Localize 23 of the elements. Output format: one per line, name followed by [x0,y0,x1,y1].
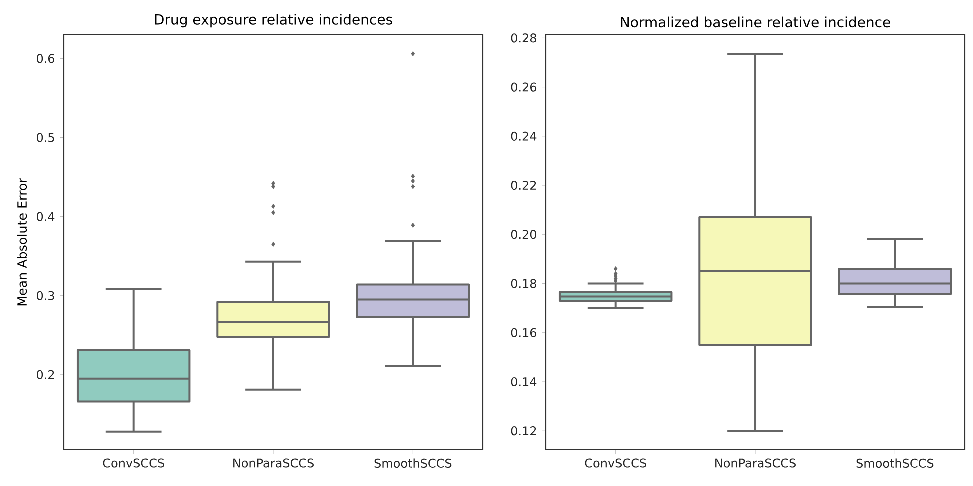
y-tick-label: 0.18 [511,279,536,288]
y-tick-label: 0.12 [511,426,536,436]
y-tick-label: 0.16 [511,328,537,338]
y-tick-label: 0.4 [37,212,55,222]
x-tick-label: SmoothSCCS [856,458,934,468]
y-axis-title: Mean Absolute Error [17,178,28,306]
x-tick-label: NonParaSCCS [234,458,314,468]
y-tick-label: 0.26 [511,82,537,92]
y-tick-label: 0.3 [37,291,54,300]
chart-title: Normalized baseline relative incidence [621,16,890,28]
y-tick-label: 0.20 [511,230,536,240]
x-tick-label: SmoothSCCS [374,458,452,468]
x-tick-label: NonParaSCCS [716,458,796,468]
y-tick-label: 0.28 [511,34,536,43]
x-tick-label: ConvSCCS [103,458,164,468]
y-tick-label: 0.14 [511,377,537,387]
y-tick-label: 0.2 [37,370,54,380]
y-tick-label: 0.24 [511,132,537,141]
chart-title: Drug exposure relative incidences [155,14,392,28]
y-tick-label: 0.6 [37,54,55,64]
y-tick-label: 0.22 [511,180,536,190]
y-tick-label: 0.5 [37,133,54,142]
x-tick-label: ConvSCCS [585,458,646,468]
